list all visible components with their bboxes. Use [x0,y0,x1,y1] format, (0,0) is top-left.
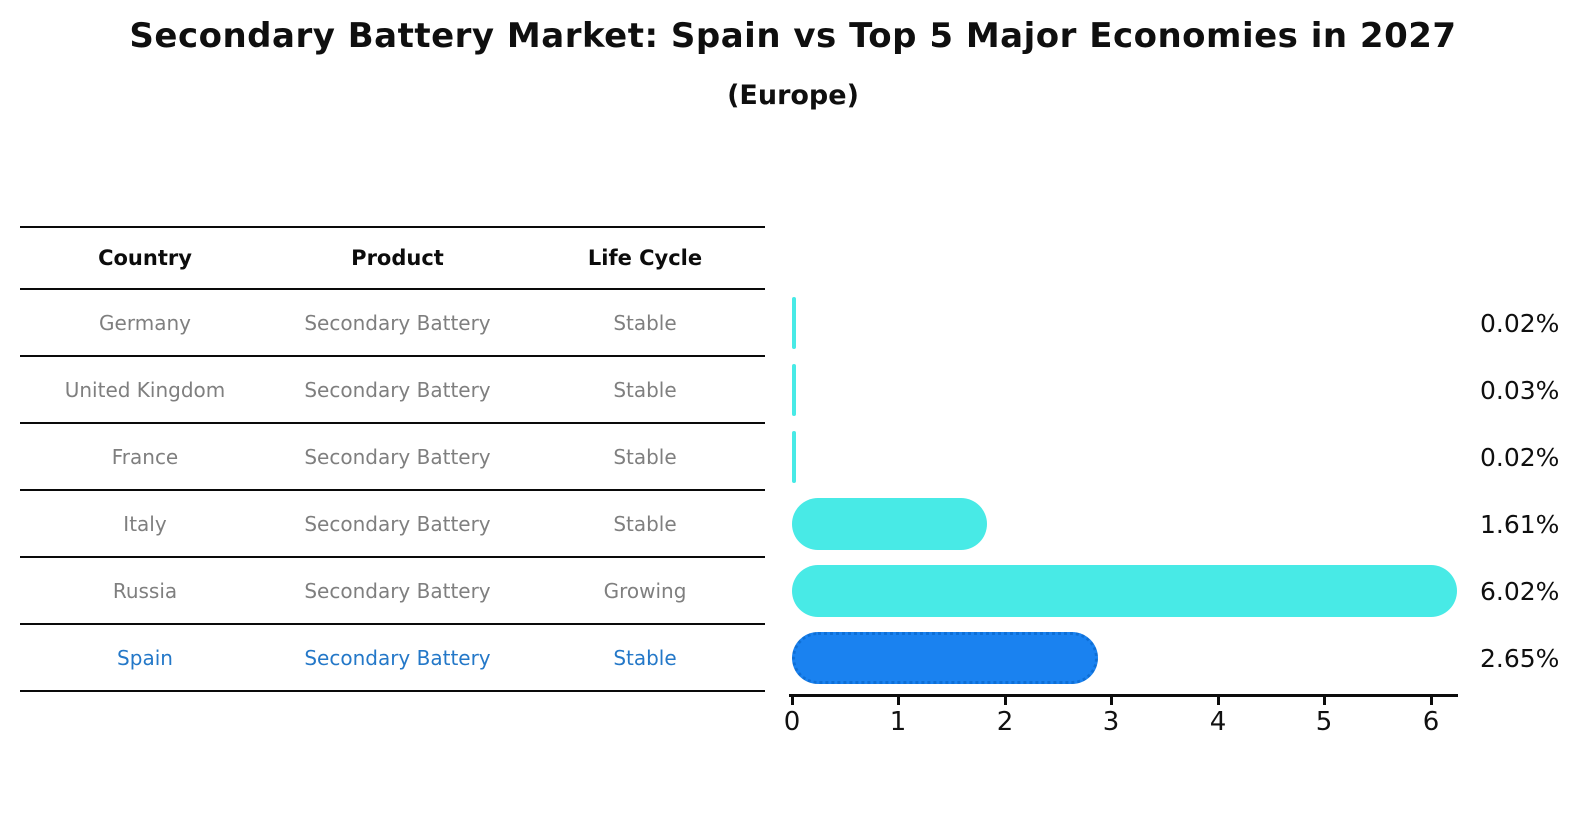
x-tick-label: 6 [1422,707,1440,737]
value-bar-spain [792,632,1099,684]
cell-country: Italy [123,511,167,536]
x-tick [1004,696,1007,705]
bar-row-russia [792,558,1492,625]
table-row-russia: Russia Secondary Battery Growing [20,558,765,625]
cell-life-cycle: Stable [613,444,677,469]
cell-product: Secondary Battery [304,645,491,670]
cell-product: Secondary Battery [304,377,491,402]
cell-life-cycle: Stable [613,310,677,335]
x-tick [897,696,900,705]
table-row-france: France Secondary Battery Stable [20,424,765,491]
x-tick [791,696,794,705]
value-label-italy: 1.61% [1480,510,1560,539]
bar-plot [792,290,1492,692]
figure-subtitle: (Europe) [727,80,859,111]
x-tick [1110,696,1113,705]
cell-product: Secondary Battery [304,444,491,469]
table-row-united-kingdom: United Kingdom Secondary Battery Stable [20,357,765,424]
table-row-germany: Germany Secondary Battery Stable [20,290,765,357]
summary-table: Country Product Life Cycle Germany Secon… [20,226,765,692]
cell-product: Secondary Battery [304,578,491,603]
bar-row-italy [792,491,1492,558]
bar-row-germany [792,290,1492,357]
value-bar-italy [792,498,988,550]
x-tick [1217,696,1220,705]
bar-row-france [792,424,1492,491]
cell-country: Spain [117,645,173,670]
x-tick-label: 0 [783,707,801,737]
bar-row-spain [792,625,1492,692]
table-row-italy: Italy Secondary Battery Stable [20,491,765,558]
x-tick [1323,696,1326,705]
table-header-row: Country Product Life Cycle [20,226,765,290]
cell-country: Germany [99,310,191,335]
x-tick-label: 3 [1102,707,1120,737]
x-tick [1430,696,1433,705]
x-axis-line [789,694,1458,697]
value-label-germany: 0.02% [1480,309,1560,338]
column-header-product: Product [351,246,444,270]
cell-life-cycle: Stable [613,511,677,536]
cell-country: Russia [112,578,178,603]
value-bar-united-kingdom [792,364,796,416]
cell-life-cycle: Stable [613,645,677,670]
column-header-life-cycle: Life Cycle [587,246,703,270]
value-bar-russia [792,565,1458,617]
value-label-column: 0.02% 0.03% 0.02% 1.61% 6.02% 2.65% [1480,290,1559,692]
value-bar-france [792,431,796,483]
cell-product: Secondary Battery [304,310,491,335]
column-header-country: Country [98,246,192,270]
value-label-russia: 6.02% [1480,577,1560,606]
value-label-france: 0.02% [1480,443,1560,472]
bar-row-united-kingdom [792,357,1492,424]
value-label-spain: 2.65% [1480,644,1560,673]
cell-country: France [111,444,179,469]
x-tick-label: 4 [1209,707,1227,737]
figure-title: Secondary Battery Market: Spain vs Top 5… [129,16,1457,56]
x-tick-label: 5 [1315,707,1333,737]
cell-product: Secondary Battery [304,511,491,536]
cell-life-cycle: Stable [613,377,677,402]
cell-country: United Kingdom [64,377,226,402]
value-bar-germany [792,297,796,349]
table-row-spain: Spain Secondary Battery Stable [20,625,765,692]
x-tick-label: 2 [996,707,1014,737]
value-label-united-kingdom: 0.03% [1480,376,1560,405]
cell-life-cycle: Growing [603,578,687,603]
x-tick-label: 1 [889,707,907,737]
